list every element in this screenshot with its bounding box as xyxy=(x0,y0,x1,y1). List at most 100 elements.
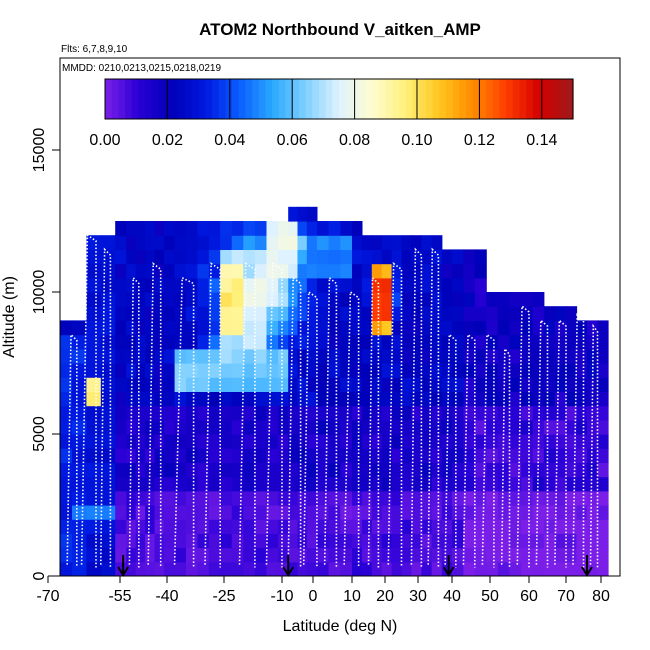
heatmap-cell xyxy=(411,505,422,520)
flight-track xyxy=(287,276,302,568)
heatmap-cell xyxy=(532,363,545,378)
heatmap-cell xyxy=(381,306,393,321)
heatmap-cell xyxy=(391,249,403,265)
colorbar-swatch xyxy=(512,79,521,119)
heatmap-cell xyxy=(554,490,567,506)
heatmap-cell xyxy=(288,391,299,407)
colorbar-swatch xyxy=(305,79,313,119)
heatmap-cell xyxy=(361,334,373,350)
heatmap-cell xyxy=(154,434,165,449)
heatmap-cell xyxy=(554,547,567,563)
heatmap-cell xyxy=(381,533,393,549)
heatmap-cell xyxy=(401,405,412,421)
heatmap-cell xyxy=(220,419,233,435)
x-tick-label: -55 xyxy=(108,588,131,605)
heatmap-cell xyxy=(72,448,87,463)
heatmap-cell xyxy=(297,391,308,407)
heatmap-cell xyxy=(352,391,363,407)
heatmap-cell xyxy=(220,405,233,421)
heatmap-cell xyxy=(154,405,165,421)
heatmap-cell xyxy=(421,363,433,378)
heatmap-cell xyxy=(288,448,299,463)
heatmap-cell xyxy=(474,505,487,520)
heatmap-cell xyxy=(431,377,443,392)
heatmap-cell xyxy=(371,547,383,563)
colorbar-swatch xyxy=(312,79,320,119)
heatmap-cell xyxy=(306,348,318,364)
heatmap-cell xyxy=(431,363,443,378)
profile-arrow xyxy=(117,555,129,577)
heatmap-cell xyxy=(371,462,383,478)
heatmap-cell xyxy=(587,334,599,350)
heatmap-cell xyxy=(532,306,545,321)
heatmap-cell xyxy=(411,320,422,336)
heatmap-cell xyxy=(509,334,522,350)
heatmap-cell xyxy=(174,348,187,364)
heatmap-cell xyxy=(371,363,383,378)
heatmap-cell xyxy=(115,434,127,449)
heatmap-cell xyxy=(100,519,116,534)
heatmap-cell xyxy=(254,547,268,563)
heatmap-cell xyxy=(208,462,221,478)
heatmap-cell xyxy=(72,348,87,364)
heatmap-cell xyxy=(220,490,233,506)
heatmap-cell xyxy=(521,462,534,478)
heatmap-cell xyxy=(197,434,210,449)
heatmap-cell xyxy=(86,561,102,576)
heatmap-cell xyxy=(316,377,330,392)
heatmap-cell xyxy=(361,391,373,407)
profile-arrow xyxy=(581,555,593,577)
colorbar-swatch xyxy=(292,79,300,119)
heatmap-cell xyxy=(145,320,156,336)
heatmap-cell xyxy=(115,377,127,392)
heatmap-cell xyxy=(361,249,373,265)
heatmap-cell xyxy=(220,320,233,336)
heatmap-cell xyxy=(306,334,318,350)
heatmap-cell xyxy=(543,490,556,506)
heatmap-cell xyxy=(126,561,137,576)
x-tick-label: -10 xyxy=(270,588,293,605)
heatmap-cell xyxy=(288,206,299,222)
mmdd-note: MMDD: 0210,0213,0215,0218,0219 xyxy=(62,63,221,74)
heatmap-cell xyxy=(100,377,116,392)
heatmap-cell xyxy=(154,363,165,378)
heatmap-cell xyxy=(186,292,198,307)
heatmap-cell xyxy=(288,363,299,378)
heatmap-cell xyxy=(411,419,422,435)
heatmap-cell xyxy=(328,221,341,236)
heatmap-cell xyxy=(521,363,534,378)
heatmap-cell xyxy=(100,235,116,250)
heatmap-cell xyxy=(486,519,499,534)
heatmap-cell xyxy=(509,533,522,549)
heatmap-cell xyxy=(352,263,363,279)
heatmap-cell xyxy=(316,277,330,293)
heatmap-cell xyxy=(60,519,73,534)
heatmap-cell xyxy=(266,419,279,435)
heatmap-cell xyxy=(316,462,330,478)
heatmap-cell xyxy=(243,320,256,336)
heatmap-cell xyxy=(86,235,102,250)
heatmap-cell xyxy=(463,405,476,421)
heatmap-cell xyxy=(328,561,341,576)
heatmap-cell xyxy=(566,476,578,492)
colorbar-swatch xyxy=(412,79,420,119)
heatmap-cell xyxy=(554,405,567,421)
heatmap-cell xyxy=(306,391,318,407)
heatmap-cell xyxy=(543,391,556,407)
heatmap-cell xyxy=(554,306,567,321)
heatmap-cell xyxy=(401,419,412,435)
heatmap-cell xyxy=(421,448,433,463)
heatmap-cell xyxy=(86,277,102,293)
heatmap-cell xyxy=(266,476,279,492)
heatmap-cell xyxy=(266,547,279,563)
y-axis-label: Altitude (m) xyxy=(1,276,18,358)
heatmap-cell xyxy=(126,476,137,492)
colorbar-swatch xyxy=(452,79,460,119)
heatmap-cell xyxy=(543,348,556,364)
heatmap-cell xyxy=(509,348,522,364)
heatmap-cell xyxy=(197,561,210,576)
heatmap-cell xyxy=(208,533,221,549)
heatmap-cell xyxy=(126,320,137,336)
heatmap-cell xyxy=(316,363,330,378)
heatmap-cell xyxy=(431,277,443,293)
